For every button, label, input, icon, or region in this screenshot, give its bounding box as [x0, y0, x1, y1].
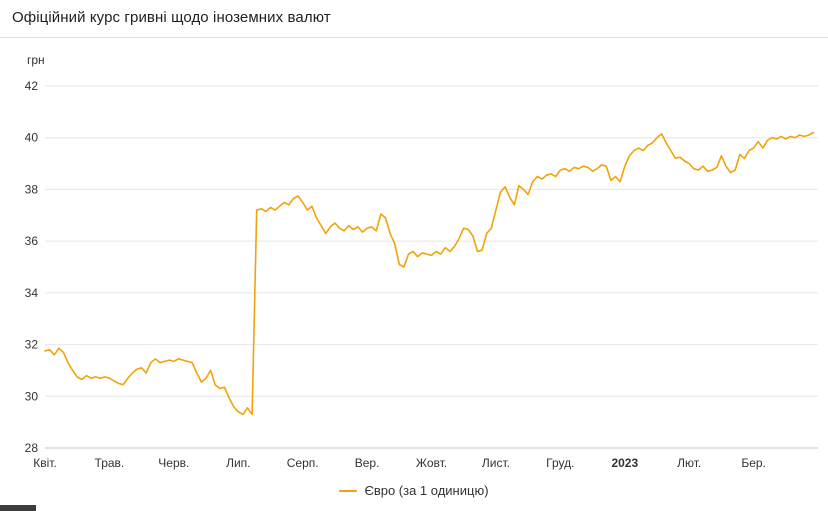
svg-text:Квіт.: Квіт.	[33, 456, 57, 470]
legend-label: Євро (за 1 одиницю)	[364, 483, 489, 498]
y-axis-unit-label: грн	[27, 53, 45, 67]
x-axis-labels: Квіт. Трав. Черв. Лип. Серп. Вер. Жовт. Лист. Гр…	[33, 456, 766, 470]
svg-text:38: 38	[25, 182, 39, 196]
svg-text:40: 40	[25, 131, 39, 145]
series-line-euro	[44, 131, 815, 416]
svg-text:28: 28	[25, 441, 39, 455]
svg-text:2023: 2023	[611, 456, 638, 470]
legend-line-swatch	[339, 489, 358, 492]
svg-text:30: 30	[25, 389, 39, 403]
svg-text:Лип.: Лип.	[226, 456, 250, 470]
svg-text:Черв.: Черв.	[158, 456, 189, 470]
svg-text:Груд.: Груд.	[546, 456, 574, 470]
svg-text:Лют.: Лют.	[677, 456, 701, 470]
legend-item-euro[interactable]: Євро (за 1 одиницю)	[339, 483, 489, 498]
svg-text:42: 42	[25, 79, 39, 93]
svg-text:Бер.: Бер.	[741, 456, 766, 470]
svg-text:Трав.: Трав.	[95, 456, 125, 470]
svg-text:Жовт.: Жовт.	[416, 456, 447, 470]
line-chart: 28 30 32 34 36 38 40 42 Квіт. Трав. Черв. Лип. Серп.…	[25, 79, 818, 470]
chart-legend: Євро (за 1 одиницю)	[0, 483, 828, 498]
svg-text:32: 32	[25, 338, 39, 352]
svg-text:Серп.: Серп.	[287, 456, 319, 470]
svg-text:Лист.: Лист.	[482, 456, 510, 470]
chart-title: Офіційний курс гривні щодо іноземних вал…	[12, 9, 331, 26]
svg-text:34: 34	[25, 286, 39, 300]
chart-header: Офіційний курс гривні щодо іноземних вал…	[0, 0, 828, 38]
footer-partial-element	[0, 505, 36, 511]
svg-text:36: 36	[25, 234, 39, 248]
gridlines-and-yticks: 28 30 32 34 36 38 40 42	[25, 79, 818, 455]
svg-text:Вер.: Вер.	[355, 456, 380, 470]
